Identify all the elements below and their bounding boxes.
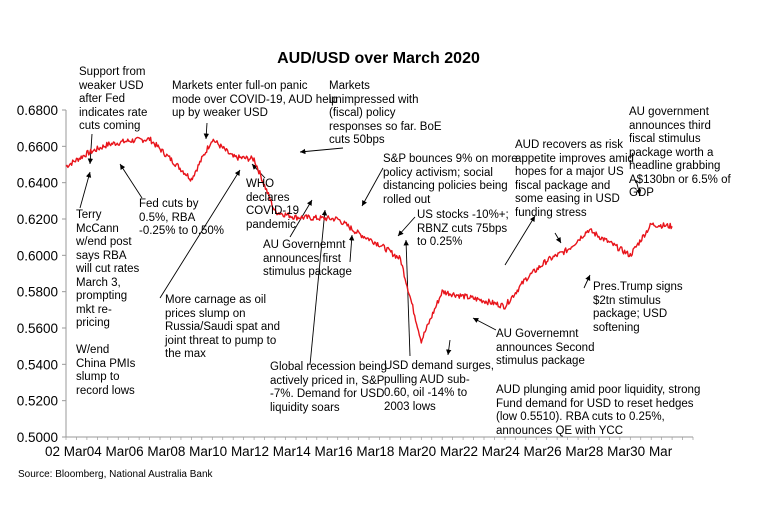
y-tick-label: 0.6000 (17, 248, 58, 263)
x-tick-label: 24 Mar (505, 444, 548, 459)
y-tick-label: 0.5200 (17, 394, 58, 409)
annotation-arrow (554, 232, 562, 244)
y-tick-label: 0.6400 (17, 176, 58, 191)
annotation-fed-cuts: Fed cuts by 0.5%, RBA -0.25% to 0.50% (139, 198, 225, 237)
annotation-trump: Pres.Trump signs $2tn stimulus package; … (593, 281, 683, 334)
annotation-us-stocks: US stocks -10%+; RBNZ cuts 75bps to 0.25… (417, 209, 509, 248)
y-tick-label: 0.6200 (17, 212, 58, 227)
annotation-arrow (403, 239, 411, 357)
x-tick-label: 30 Mar (630, 444, 673, 459)
annotation-au-first: AU Governemnt announces first stimulus p… (263, 239, 352, 278)
y-tick-label: 0.5400 (17, 357, 58, 372)
y-tick-label: 0.5600 (17, 321, 58, 336)
x-tick-label: 12 Mar (254, 444, 297, 459)
annotation-arrow (309, 209, 328, 366)
x-tick-label: 14 Mar (296, 444, 339, 459)
annotation-arrow (159, 169, 241, 299)
annotation-arrows (79, 122, 642, 366)
x-tick-label: 28 Mar (588, 444, 631, 459)
annotation-arrow (635, 179, 642, 196)
x-tick-label: 06 Mar (129, 444, 172, 459)
annotation-aud-plunging: AUD plunging amid poor liquidity, strong… (496, 384, 701, 437)
annotation-usd-demand: USD demand surges, pulling AUD sub- 0.60… (384, 360, 494, 413)
annotation-arrow (361, 167, 384, 207)
annotation-carnage: More carnage as oil prices slump on Russ… (165, 294, 281, 360)
annotation-arrow (348, 234, 355, 263)
annotation-arrow (504, 215, 536, 266)
x-tick-label: 26 Mar (547, 444, 590, 459)
x-tick-label: 08 Mar (170, 444, 213, 459)
annotation-arrow (299, 147, 344, 155)
annotation-markets-unimpressed: Markets unimpressed with (fiscal) policy… (329, 80, 442, 146)
annotation-global-recession: Global recession being actively priced i… (270, 361, 387, 414)
x-tick-label: 02 Mar (45, 444, 88, 459)
y-tick-label: 0.6600 (17, 139, 58, 154)
x-tick-label: 04 Mar (87, 444, 130, 459)
x-tick-label: 20 Mar (421, 444, 464, 459)
annotation-sp-bounces: S&P bounces 9% on more policy activism; … (383, 153, 518, 206)
annotation-arrow (583, 274, 591, 289)
annotation-aud-recovers: AUD recovers as risk appetite improves a… (515, 139, 634, 219)
annotation-arrow (79, 171, 92, 209)
chart-axes: 0.5000 0.5200 0.5400 0.5600 0.5800 0.6000 0.62… (17, 103, 694, 459)
annotation-markets-panic: Markets enter full-on panic mode over CO… (172, 80, 338, 119)
y-tick-label: 0.6800 (17, 103, 58, 118)
chart-title: AUD/USD over March 2020 (277, 50, 480, 67)
y-tick-label: 0.5800 (17, 285, 58, 300)
x-tick-label: 18 Mar (379, 444, 422, 459)
annotation-terry: Terry McCann w/end post says RBA will cu… (76, 209, 140, 397)
annotation-support: Support from weaker USD after Fed indica… (79, 66, 148, 132)
series-line-audusd (65, 136, 673, 344)
x-tick-label: 22 Mar (463, 444, 506, 459)
y-tick-label: 0.5000 (17, 430, 58, 445)
x-tick-label: 10 Mar (212, 444, 255, 459)
annotation-arrow (446, 339, 452, 356)
chart-source: Source: Bloomberg, National Australia Ba… (18, 469, 213, 480)
annotation-arrow (472, 317, 497, 331)
annotation-au-third: AU government announces third fiscal sti… (629, 106, 731, 199)
annotation-arrow (397, 216, 416, 237)
annotation-who: WHO declares COVID-19 pandemic (246, 178, 300, 231)
annotation-au-second: AU Governemnt announces Second stimulus … (496, 328, 595, 367)
x-tick-label: 16 Mar (338, 444, 381, 459)
annotation-arrow (203, 122, 210, 140)
annotation-arrow (119, 163, 143, 199)
